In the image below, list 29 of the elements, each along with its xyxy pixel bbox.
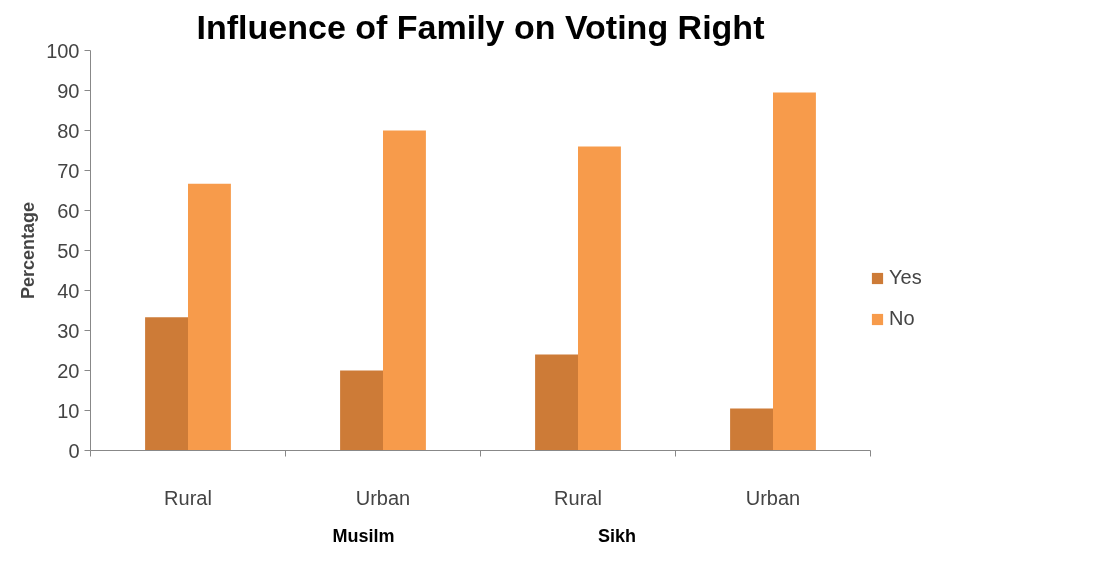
text: Musilm xyxy=(332,525,395,546)
legend-label: No xyxy=(889,307,915,330)
y-tick-label: 100 xyxy=(46,39,80,62)
y-tick-label: 80 xyxy=(57,119,80,142)
x-tick-label: Rural xyxy=(554,486,602,509)
y-tick-label: 20 xyxy=(57,359,80,382)
x-tick-label: Urban xyxy=(355,486,411,509)
y-tick-label: 30 xyxy=(57,319,80,342)
y-tick-label: 40 xyxy=(57,279,80,302)
bar xyxy=(340,370,383,451)
bar xyxy=(535,354,578,451)
text: Sikh xyxy=(597,525,637,546)
x-tick-label: Urban xyxy=(745,486,801,509)
y-tick-label: 70 xyxy=(57,159,80,182)
bar xyxy=(145,317,188,451)
y-tick-label: 90 xyxy=(57,79,80,102)
y-axis-title: Percentage xyxy=(18,201,39,300)
y-tick-label: 60 xyxy=(57,199,80,222)
bar xyxy=(730,408,773,451)
bar xyxy=(383,130,426,451)
bar xyxy=(578,146,621,451)
x-tick-label: Rural xyxy=(164,486,212,509)
legend-label: Yes xyxy=(889,266,922,289)
y-tick-label: 50 xyxy=(57,239,80,262)
bar xyxy=(188,183,231,451)
y-tick-label: 10 xyxy=(57,399,80,422)
bar xyxy=(773,92,816,451)
chart-title: Influence of Family on Voting Right xyxy=(196,7,765,46)
y-tick-label: 0 xyxy=(68,439,80,462)
